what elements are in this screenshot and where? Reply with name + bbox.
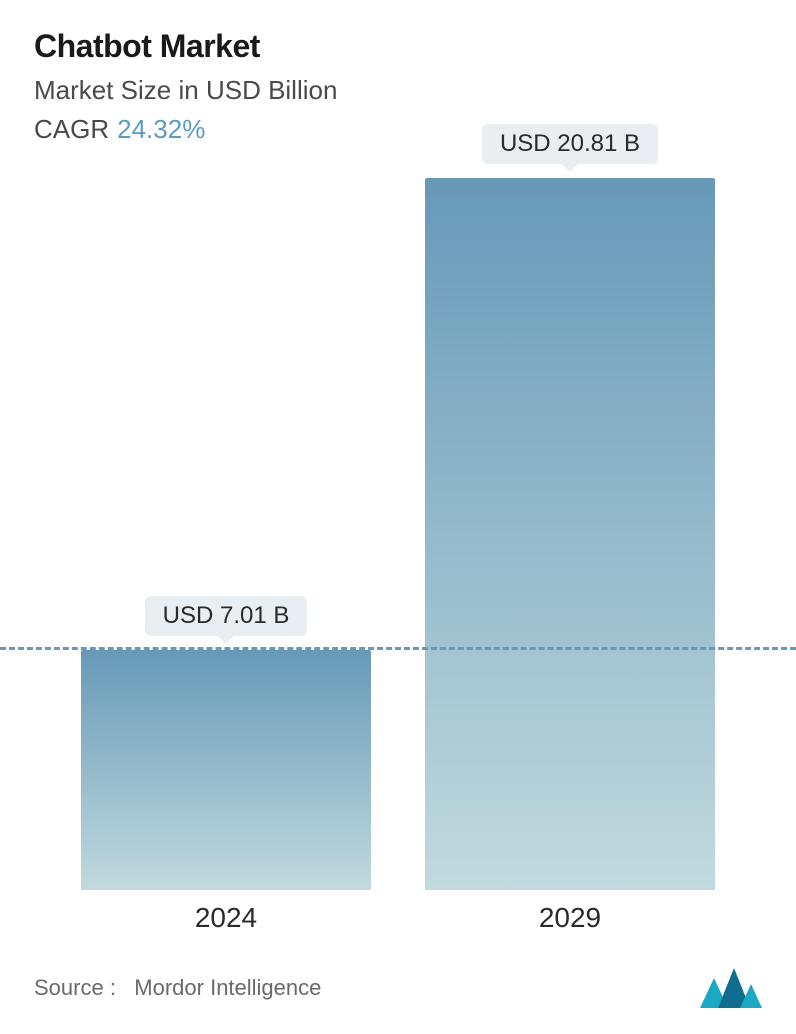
value-label-1: USD 20.81 B [500, 130, 640, 157]
value-label-0: USD 7.01 B [163, 602, 290, 629]
footer: Source : Mordor Intelligence [34, 966, 762, 1010]
cagr-value: 24.32% [117, 114, 205, 144]
x-label-1: 2029 [425, 902, 715, 948]
bar-slot-1: USD 20.81 B [425, 171, 715, 890]
value-pill-1: USD 20.81 B [482, 124, 658, 164]
chart-card: Chatbot Market Market Size in USD Billio… [0, 0, 796, 1034]
value-pill-0: USD 7.01 B [145, 596, 308, 636]
chart-title: Chatbot Market [34, 28, 762, 65]
cagr-label: CAGR [34, 114, 109, 144]
source-name: Mordor Intelligence [134, 975, 321, 1000]
bars-wrap: USD 7.01 B USD 20.81 B [34, 171, 762, 890]
bar-1 [425, 178, 715, 890]
reference-dashed-line [0, 647, 796, 650]
x-label-0: 2024 [81, 902, 371, 948]
bar-slot-0: USD 7.01 B [81, 171, 371, 890]
chart-subtitle: Market Size in USD Billion [34, 75, 762, 106]
x-axis-labels: 2024 2029 [34, 902, 762, 948]
source-label: Source : [34, 975, 116, 1000]
chart-area: USD 7.01 B USD 20.81 B 2024 2029 [34, 171, 762, 948]
mordor-logo-icon [700, 968, 762, 1008]
source-text: Source : Mordor Intelligence [34, 975, 321, 1001]
bar-0 [81, 650, 371, 890]
